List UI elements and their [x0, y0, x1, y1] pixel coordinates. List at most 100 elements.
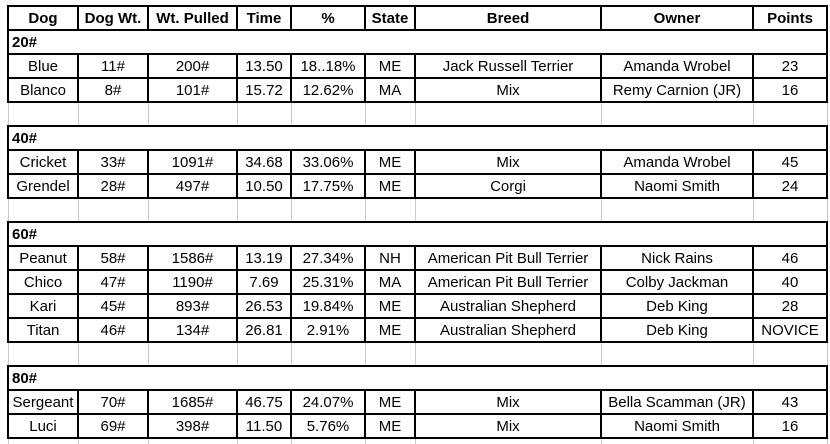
column-header-time[interactable]: Time [236, 5, 292, 31]
cell[interactable]: 893# [147, 293, 238, 319]
cell[interactable]: American Pit Bull Terrier [414, 269, 602, 295]
cell[interactable]: Luci [7, 413, 79, 439]
cell[interactable]: Deb King [600, 317, 754, 343]
cell[interactable]: 43 [752, 389, 828, 415]
empty-cell[interactable] [290, 342, 366, 367]
empty-cell[interactable] [77, 438, 149, 444]
cell[interactable]: Australian Shepherd [414, 293, 602, 319]
cell[interactable]: Sergeant [7, 389, 79, 415]
empty-cell[interactable] [147, 342, 238, 367]
cell[interactable]: NH [364, 245, 416, 271]
cell[interactable]: Kari [7, 293, 79, 319]
empty-cell[interactable] [77, 342, 149, 367]
cell[interactable]: 12.62% [290, 77, 366, 103]
cell[interactable]: Chico [7, 269, 79, 295]
cell[interactable]: Naomi Smith [600, 173, 754, 199]
cell[interactable]: Titan [7, 317, 79, 343]
cell[interactable]: ME [364, 53, 416, 79]
cell[interactable]: 24.07% [290, 389, 366, 415]
cell[interactable]: NOVICE [752, 317, 828, 343]
cell[interactable]: Peanut [7, 245, 79, 271]
cell[interactable]: ME [364, 293, 416, 319]
column-header-state[interactable]: State [364, 5, 416, 31]
cell[interactable]: ME [364, 317, 416, 343]
cell[interactable]: Amanda Wrobel [600, 149, 754, 175]
cell[interactable]: 45 [752, 149, 828, 175]
empty-cell[interactable] [290, 438, 366, 444]
empty-cell[interactable] [752, 102, 828, 127]
cell[interactable]: 25.31% [290, 269, 366, 295]
empty-cell[interactable] [7, 102, 79, 127]
cell[interactable]: 5.76% [290, 413, 366, 439]
column-header-breed[interactable]: Breed [414, 5, 602, 31]
cell[interactable]: 10.50 [236, 173, 292, 199]
cell[interactable]: 200# [147, 53, 238, 79]
cell[interactable]: 16 [752, 77, 828, 103]
empty-cell[interactable] [414, 342, 602, 367]
empty-cell[interactable] [600, 198, 754, 223]
cell[interactable]: 15.72 [236, 77, 292, 103]
cell[interactable]: ME [364, 413, 416, 439]
cell[interactable]: 45# [77, 293, 149, 319]
empty-cell[interactable] [7, 342, 79, 367]
cell[interactable]: 46# [77, 317, 149, 343]
empty-cell[interactable] [147, 198, 238, 223]
cell[interactable]: 8# [77, 77, 149, 103]
cell[interactable]: 46.75 [236, 389, 292, 415]
cell[interactable]: Corgi [414, 173, 602, 199]
empty-cell[interactable] [236, 198, 292, 223]
section-label[interactable]: 80# [7, 365, 828, 391]
cell[interactable]: 13.50 [236, 53, 292, 79]
cell[interactable]: 28 [752, 293, 828, 319]
cell[interactable]: 7.69 [236, 269, 292, 295]
cell[interactable]: 33.06% [290, 149, 366, 175]
cell[interactable]: 16 [752, 413, 828, 439]
column-header-pct[interactable]: % [290, 5, 366, 31]
empty-cell[interactable] [364, 438, 416, 444]
empty-cell[interactable] [147, 438, 238, 444]
cell[interactable]: 58# [77, 245, 149, 271]
cell[interactable]: Nick Rains [600, 245, 754, 271]
cell[interactable]: Mix [414, 77, 602, 103]
cell[interactable]: Naomi Smith [600, 413, 754, 439]
empty-cell[interactable] [7, 438, 79, 444]
section-label[interactable]: 40# [7, 125, 828, 151]
cell[interactable]: 1685# [147, 389, 238, 415]
cell[interactable]: MA [364, 269, 416, 295]
empty-cell[interactable] [364, 102, 416, 127]
empty-cell[interactable] [147, 102, 238, 127]
cell[interactable]: Grendel [7, 173, 79, 199]
empty-cell[interactable] [77, 102, 149, 127]
cell[interactable]: 17.75% [290, 173, 366, 199]
cell[interactable]: American Pit Bull Terrier [414, 245, 602, 271]
cell[interactable]: Remy Carnion (JR) [600, 77, 754, 103]
empty-cell[interactable] [414, 102, 602, 127]
empty-cell[interactable] [752, 438, 828, 444]
empty-cell[interactable] [600, 438, 754, 444]
empty-cell[interactable] [364, 198, 416, 223]
empty-cell[interactable] [752, 342, 828, 367]
cell[interactable]: 26.53 [236, 293, 292, 319]
cell[interactable]: 2.91% [290, 317, 366, 343]
cell[interactable]: 46 [752, 245, 828, 271]
cell[interactable]: 23 [752, 53, 828, 79]
cell[interactable]: 497# [147, 173, 238, 199]
section-label[interactable]: 60# [7, 221, 828, 247]
cell[interactable]: 19.84% [290, 293, 366, 319]
empty-cell[interactable] [600, 102, 754, 127]
cell[interactable]: 27.34% [290, 245, 366, 271]
cell[interactable]: Bella Scamman (JR) [600, 389, 754, 415]
empty-cell[interactable] [364, 342, 416, 367]
cell[interactable]: Mix [414, 413, 602, 439]
cell[interactable]: 11.50 [236, 413, 292, 439]
column-header-points[interactable]: Points [752, 5, 828, 31]
empty-cell[interactable] [600, 342, 754, 367]
cell[interactable]: ME [364, 173, 416, 199]
column-header-dog[interactable]: Dog [7, 5, 79, 31]
cell[interactable]: ME [364, 149, 416, 175]
column-header-dog-wt[interactable]: Dog Wt. [77, 5, 149, 31]
cell[interactable]: Colby Jackman [600, 269, 754, 295]
cell[interactable]: Cricket [7, 149, 79, 175]
cell[interactable]: 26.81 [236, 317, 292, 343]
cell[interactable]: Blue [7, 53, 79, 79]
